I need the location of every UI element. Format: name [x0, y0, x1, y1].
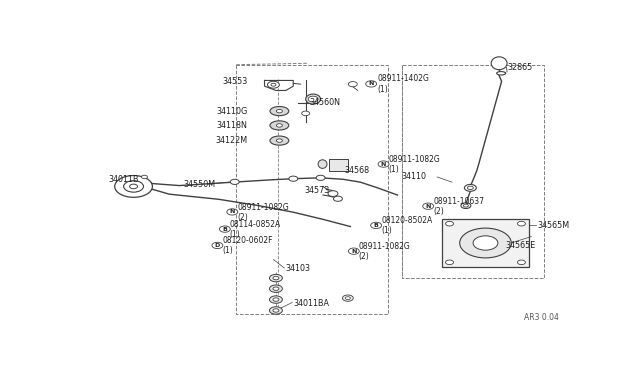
Circle shape [227, 209, 237, 215]
Circle shape [141, 175, 147, 179]
Ellipse shape [270, 136, 289, 145]
Circle shape [276, 139, 282, 142]
Circle shape [220, 226, 230, 232]
Text: D: D [215, 243, 220, 248]
Circle shape [230, 179, 239, 185]
Circle shape [423, 203, 434, 209]
Circle shape [269, 296, 282, 303]
Bar [330, 159, 348, 171]
Text: 34565M: 34565M [538, 221, 570, 230]
Circle shape [465, 185, 476, 191]
Ellipse shape [491, 57, 507, 70]
Circle shape [328, 191, 338, 196]
Circle shape [518, 260, 525, 264]
Text: B: B [222, 227, 227, 232]
Text: 34573: 34573 [305, 186, 330, 195]
Circle shape [273, 287, 279, 291]
Text: 34103: 34103 [286, 264, 311, 273]
Text: B: B [374, 223, 378, 228]
Circle shape [378, 161, 389, 167]
Text: 34110G: 34110G [216, 107, 248, 116]
Text: 34110: 34110 [401, 173, 426, 182]
Text: 08911-1082G
(2): 08911-1082G (2) [359, 242, 410, 261]
Text: 08911-1082G
(2): 08911-1082G (2) [237, 202, 289, 222]
Text: N: N [426, 204, 431, 209]
Circle shape [273, 298, 279, 301]
Circle shape [467, 186, 474, 190]
Text: 34553: 34553 [222, 77, 248, 86]
Ellipse shape [306, 94, 321, 104]
Circle shape [115, 176, 152, 197]
Circle shape [301, 111, 310, 116]
Circle shape [269, 307, 282, 314]
Text: 08911-1402G
(1): 08911-1402G (1) [378, 74, 429, 94]
Text: 08114-0852A
(1): 08114-0852A (1) [230, 220, 281, 239]
Circle shape [371, 222, 381, 228]
Circle shape [273, 309, 279, 312]
Circle shape [461, 203, 471, 208]
Circle shape [269, 285, 282, 292]
Circle shape [268, 81, 280, 88]
Ellipse shape [270, 106, 289, 116]
Text: 34122M: 34122M [216, 136, 248, 145]
Circle shape [271, 83, 276, 86]
Ellipse shape [270, 121, 289, 130]
Circle shape [289, 176, 298, 181]
Circle shape [365, 81, 376, 87]
Text: N: N [369, 81, 374, 86]
Text: 08120-0602F
(1): 08120-0602F (1) [222, 236, 273, 256]
Circle shape [129, 184, 138, 189]
Text: 34011B: 34011B [109, 175, 140, 184]
Text: 34550M: 34550M [183, 180, 215, 189]
Circle shape [276, 109, 282, 113]
Text: 32865: 32865 [508, 63, 533, 72]
Text: 08911-1082G
(1): 08911-1082G (1) [388, 155, 440, 174]
Circle shape [346, 297, 350, 299]
Circle shape [445, 260, 454, 264]
Ellipse shape [318, 160, 327, 169]
Circle shape [124, 181, 143, 192]
Circle shape [348, 248, 359, 254]
Ellipse shape [497, 71, 506, 75]
Text: 34568: 34568 [345, 166, 370, 175]
Circle shape [348, 81, 357, 87]
Text: 34118N: 34118N [217, 121, 248, 130]
Circle shape [518, 221, 525, 226]
Circle shape [463, 204, 468, 207]
Circle shape [316, 175, 325, 180]
Text: 08911-10637
(2): 08911-10637 (2) [433, 197, 484, 216]
Circle shape [342, 295, 353, 301]
Circle shape [333, 196, 342, 201]
Text: AR3 0.04: AR3 0.04 [524, 313, 559, 322]
Text: N: N [351, 248, 356, 254]
Text: 34560N: 34560N [309, 98, 340, 107]
Text: N: N [381, 161, 386, 167]
Circle shape [273, 276, 279, 280]
Circle shape [473, 236, 498, 250]
Circle shape [308, 96, 318, 102]
Circle shape [269, 275, 282, 282]
Text: 08120-8502A
(1): 08120-8502A (1) [381, 216, 433, 235]
Circle shape [212, 242, 223, 248]
Text: 34011BA: 34011BA [293, 298, 329, 308]
Circle shape [445, 221, 454, 226]
Text: 34565E: 34565E [506, 241, 536, 250]
Circle shape [460, 228, 511, 258]
Circle shape [276, 124, 282, 127]
Bar [442, 219, 529, 267]
Text: N: N [230, 209, 235, 214]
